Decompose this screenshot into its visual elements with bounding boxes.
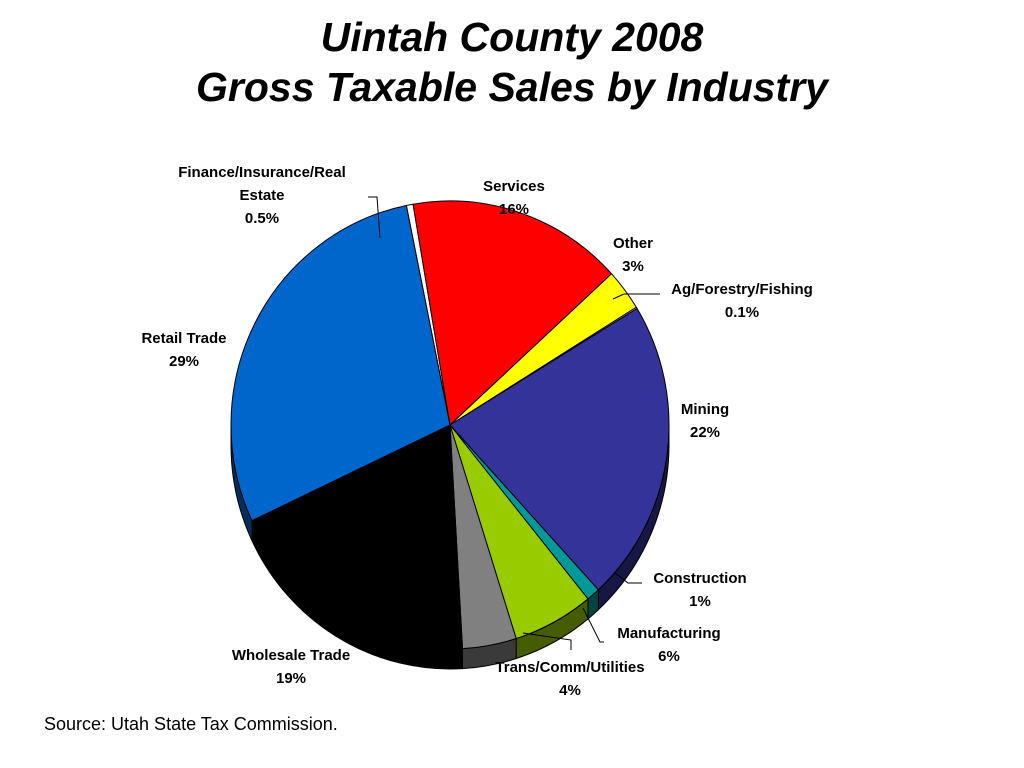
slice-label-other-name: Other <box>613 235 653 252</box>
slice-label-services: Services 16% <box>483 178 545 218</box>
slice-label-ag: Ag/Forestry/Fishing 0.1% <box>671 281 813 321</box>
slice-label-mining-value: 22% <box>690 424 720 441</box>
slice-label-other-value: 3% <box>622 258 644 275</box>
pie-3d-sides <box>230 424 670 670</box>
leader-line-manufacturing <box>582 607 604 643</box>
slice-label-finance-name: Finance/Insurance/Real <box>178 164 346 181</box>
chart-title-line-2: Gross Taxable Sales by Industry <box>196 64 828 110</box>
leader-line-trans <box>522 632 572 650</box>
slice-label-mining: Mining 22% <box>681 401 729 441</box>
slice-label-services-name: Services <box>483 178 545 195</box>
leader-line-finance <box>368 196 381 239</box>
pie-slice-wholesale <box>251 424 464 650</box>
slice-label-trans-value: 4% <box>559 682 581 699</box>
slice-label-construction-name: Construction <box>653 570 746 587</box>
slice-labels: Finance/Insurance/Real Estate 0.5% Services… <box>141 164 812 699</box>
slice-label-trans-name: Trans/Comm/Utilities <box>495 659 644 676</box>
slice-label-trans: Trans/Comm/Utilities 4% <box>495 659 644 699</box>
pie-chart: Finance/Insurance/Real Estate 0.5% Services… <box>141 164 812 699</box>
slice-label-construction-value: 1% <box>689 593 711 610</box>
chart-title: Uintah County 2008 Gross Taxable Sales b… <box>0 12 1024 112</box>
slice-label-mining-name: Mining <box>681 401 729 418</box>
chart-title-line-1: Uintah County 2008 <box>320 14 704 60</box>
leader-line-construction <box>613 571 642 584</box>
pie-slice-services <box>412 200 613 427</box>
slice-label-manufacturing-value: 6% <box>658 648 680 665</box>
source-note: Source: Utah State Tax Commission. <box>44 714 338 734</box>
slice-label-wholesale: Wholesale Trade 19% <box>232 647 350 687</box>
slice-label-other: Other 3% <box>613 235 653 275</box>
slice-label-ag-name: Ag/Forestry/Fishing <box>671 281 813 298</box>
slice-label-ag-value: 0.1% <box>725 304 759 321</box>
slice-label-retail-name: Retail Trade <box>141 330 226 347</box>
slice-label-finance-name: Estate <box>239 187 284 204</box>
pie-slice-retail <box>230 204 451 522</box>
slice-label-wholesale-name: Wholesale Trade <box>232 647 350 664</box>
slice-label-manufacturing-name: Manufacturing <box>617 625 720 642</box>
slice-label-retail: Retail Trade 29% <box>141 330 226 370</box>
slice-label-retail-value: 29% <box>169 353 199 370</box>
leader-line-ag <box>612 293 660 300</box>
slice-label-manufacturing: Manufacturing 6% <box>617 625 720 665</box>
slice-label-finance: Finance/Insurance/Real Estate 0.5% <box>178 164 346 227</box>
label-leader-lines <box>368 196 660 650</box>
slice-label-wholesale-value: 19% <box>276 670 306 687</box>
slice-label-construction: Construction 1% <box>653 570 746 610</box>
pie-slice-mining <box>449 307 670 591</box>
slice-label-finance-value: 0.5% <box>245 210 279 227</box>
pie-slices <box>230 200 670 650</box>
slice-label-services-value: 16% <box>499 201 529 218</box>
